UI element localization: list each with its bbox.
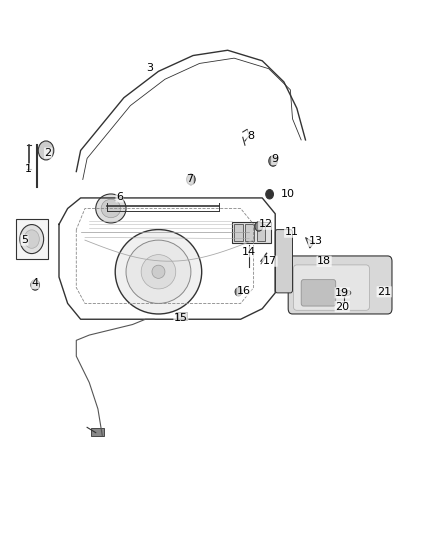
FancyBboxPatch shape xyxy=(301,280,336,306)
Bar xyxy=(232,222,271,243)
Ellipse shape xyxy=(96,194,126,223)
Text: 12: 12 xyxy=(259,219,273,229)
Text: 13: 13 xyxy=(308,236,322,246)
Text: 14: 14 xyxy=(242,247,256,257)
Polygon shape xyxy=(305,238,314,248)
Ellipse shape xyxy=(152,265,165,278)
Text: 19: 19 xyxy=(335,288,350,298)
Bar xyxy=(176,312,187,320)
Circle shape xyxy=(266,190,273,199)
Ellipse shape xyxy=(141,255,176,289)
Ellipse shape xyxy=(101,199,120,217)
Bar xyxy=(234,224,243,241)
Text: 7: 7 xyxy=(186,174,193,184)
Bar xyxy=(92,429,103,437)
FancyBboxPatch shape xyxy=(293,265,370,310)
Text: 5: 5 xyxy=(21,235,28,245)
Circle shape xyxy=(255,222,263,231)
Circle shape xyxy=(269,156,277,166)
Text: 11: 11 xyxy=(285,227,299,237)
Text: 20: 20 xyxy=(335,302,350,312)
Text: 2: 2 xyxy=(45,148,52,158)
Circle shape xyxy=(235,288,242,296)
Ellipse shape xyxy=(115,230,202,314)
Circle shape xyxy=(31,280,39,290)
Text: 1: 1 xyxy=(25,164,32,174)
Ellipse shape xyxy=(24,230,39,248)
Text: 16: 16 xyxy=(237,286,251,296)
Text: 6: 6 xyxy=(116,192,123,202)
Circle shape xyxy=(38,141,54,160)
Text: 10: 10 xyxy=(281,189,295,199)
FancyBboxPatch shape xyxy=(275,230,293,293)
Bar xyxy=(16,219,48,259)
Text: 17: 17 xyxy=(263,256,277,266)
Text: 18: 18 xyxy=(317,256,331,266)
Text: 21: 21 xyxy=(377,287,391,297)
Text: 4: 4 xyxy=(32,278,39,288)
Bar xyxy=(257,224,265,241)
Text: 9: 9 xyxy=(272,155,279,164)
Bar xyxy=(245,224,254,241)
FancyBboxPatch shape xyxy=(288,256,392,314)
Ellipse shape xyxy=(126,240,191,303)
Ellipse shape xyxy=(338,290,351,296)
Text: 8: 8 xyxy=(247,131,254,141)
Circle shape xyxy=(187,174,195,185)
Text: 3: 3 xyxy=(146,63,153,73)
Ellipse shape xyxy=(20,224,44,254)
Text: 15: 15 xyxy=(174,313,188,322)
